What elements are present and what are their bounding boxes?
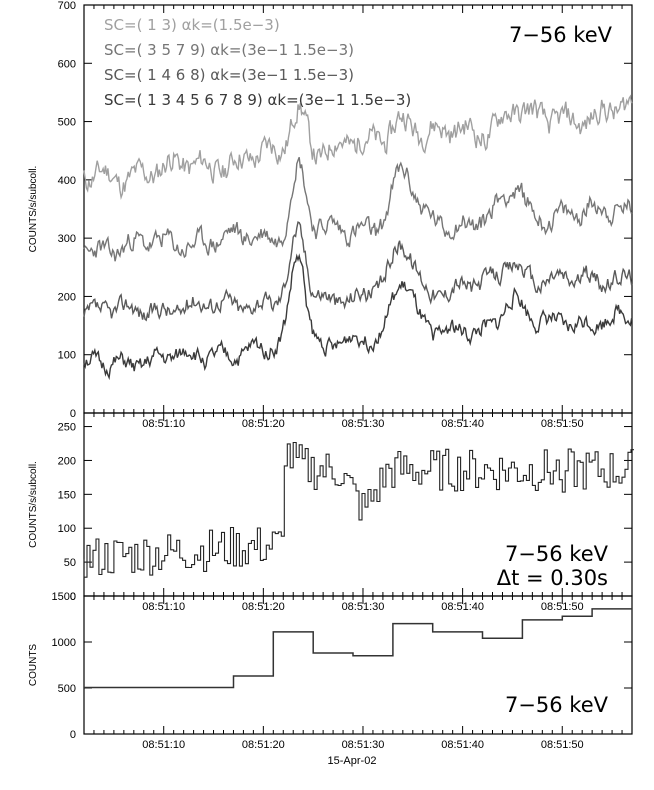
- y-tick-label: 100: [58, 350, 76, 362]
- x-tick-label: 08:51:10: [142, 739, 185, 751]
- y-tick-label: 500: [58, 117, 76, 129]
- y-tick-label: 200: [58, 291, 76, 303]
- y-tick-label: 100: [58, 523, 76, 535]
- energy-label: 7−56 keV: [505, 542, 609, 566]
- series-line-4: [83, 253, 633, 381]
- y-tick-label: 0: [70, 408, 76, 420]
- x-tick-label: 08:51:30: [342, 601, 385, 613]
- stepped-lightcurve: [83, 441, 634, 578]
- x-tick-label: 08:51:30: [342, 739, 385, 751]
- x-tick-label: 08:51:20: [242, 601, 285, 613]
- panel-top-lightcurves: 08:51:10 08:51:20 08:51:30 08:51:40 08:51:50…: [28, 0, 633, 430]
- panel-bottom-counts: 08:51:10 08:51:20 08:51:30 08:51:40 08:51:50…: [28, 591, 633, 767]
- x-tick-label: 08:51:20: [242, 739, 285, 751]
- plot-frame: [83, 595, 633, 735]
- series-line-1: [83, 94, 633, 201]
- x-tick-label: 08:51:10: [142, 601, 185, 613]
- y-axis-label: COUNTS/s/subcoll.: [28, 166, 39, 253]
- y-tick-label: 500: [58, 683, 76, 695]
- energy-label: 7−56 keV: [509, 23, 613, 47]
- legend-entry-1: SC=( 1 3) αk=(1.5e−3): [104, 16, 280, 34]
- x-tick-label: 08:51:10: [142, 418, 185, 430]
- x-tick-label: 08:51:50: [541, 739, 584, 751]
- energy-label: 7−56 keV: [505, 693, 609, 717]
- y-axis-label: COUNTS/s/subcoll.: [28, 461, 39, 548]
- x-tick-label: 08:51:40: [441, 418, 484, 430]
- y-tick-label: 50: [64, 557, 76, 569]
- x-tick-label: 08:51:40: [441, 739, 484, 751]
- y-axis-label: COUNTS: [28, 644, 39, 687]
- y-tick-label: 1000: [52, 637, 76, 649]
- y-tick-label: 700: [58, 0, 76, 12]
- y-tick-label: 600: [58, 58, 76, 70]
- legend-entry-2: SC=( 3 5 7 9) αk=(3e−1 1.5e−3): [104, 41, 354, 59]
- x-tick-label: 08:51:50: [541, 601, 584, 613]
- y-tick-label: 1500: [52, 591, 76, 603]
- x-tick-label: 08:51:50: [541, 418, 584, 430]
- legend-entry-4: SC=( 1 3 4 5 6 7 8 9) αk=(3e−1 1.5e−3): [104, 91, 411, 109]
- series-line-2: [83, 156, 633, 262]
- series-line-3: [83, 221, 633, 322]
- x-axis-label: 15-Apr-02: [328, 755, 377, 767]
- y-tick-label: 150: [58, 489, 76, 501]
- legend-entry-3: SC=( 1 4 6 8) αk=(3e−1 1.5e−3): [104, 66, 354, 84]
- y-tick-label: 200: [58, 455, 76, 467]
- time-bin-label: Δt = 0.30s: [497, 566, 608, 590]
- x-tick-label: 08:51:20: [242, 418, 285, 430]
- panel-middle-lightcurve: 08:51:10 08:51:20 08:51:30 08:51:40 08:51:50…: [28, 412, 634, 613]
- counts-step-line: [84, 608, 632, 689]
- y-tick-label: 250: [58, 422, 76, 434]
- y-tick-label: 300: [58, 233, 76, 245]
- x-tick-label: 08:51:30: [342, 418, 385, 430]
- x-tick-label: 08:51:40: [441, 601, 484, 613]
- y-tick-label: 0: [70, 729, 76, 741]
- y-tick-label: 400: [58, 175, 76, 187]
- y-tick-label: 0: [70, 591, 76, 603]
